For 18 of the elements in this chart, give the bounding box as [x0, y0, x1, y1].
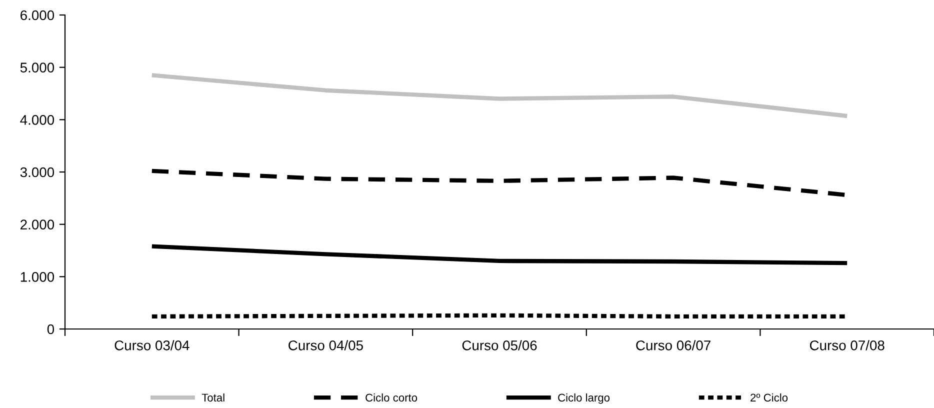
x-tick-label: Curso 07/08 — [810, 340, 884, 350]
legend-label: Ciclo corto — [366, 393, 418, 402]
y-tick-label: 2.000 — [20, 220, 54, 230]
y-tick-label: 3.000 — [20, 167, 54, 178]
x-tick-label: Curso 05/06 — [462, 340, 537, 350]
x-tick-label: Curso 06/07 — [636, 340, 710, 350]
y-tick-label: 0 — [47, 324, 54, 334]
line-series — [150, 244, 850, 266]
line-series — [150, 73, 850, 118]
x-tick-label: Curso 04/05 — [288, 340, 363, 350]
y-tick-label: 6.000 — [20, 10, 54, 20]
y-tick-label: 1.000 — [20, 272, 54, 282]
legend-label: Total — [202, 393, 224, 402]
y-tick-label: 4.000 — [20, 115, 54, 125]
x-tick-label: Curso 03/04 — [114, 340, 190, 350]
y-tick-label: 5.000 — [20, 62, 54, 73]
legend-label: 2º Ciclo — [750, 393, 788, 402]
legend-label: Ciclo largo — [558, 393, 610, 404]
